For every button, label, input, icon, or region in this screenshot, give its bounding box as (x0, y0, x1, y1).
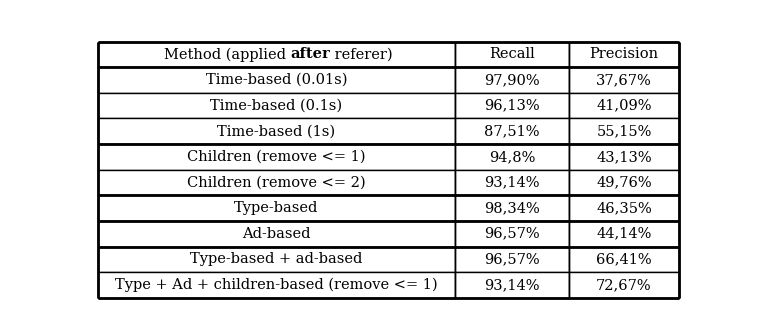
Bar (456, 144, 568, 170)
Bar (98, 42, 456, 67)
Bar (456, 247, 568, 272)
Bar (568, 144, 679, 170)
Text: Children (remove <= 1): Children (remove <= 1) (187, 150, 366, 164)
Text: Time-based (0.1s): Time-based (0.1s) (211, 99, 343, 113)
Bar (456, 93, 568, 119)
Text: 49,76%: 49,76% (597, 175, 652, 190)
Text: Type + Ad + children-based (remove <= 1): Type + Ad + children-based (remove <= 1) (115, 278, 438, 292)
Bar (568, 195, 679, 221)
Text: Type-based + ad-based: Type-based + ad-based (190, 252, 363, 266)
Text: 37,67%: 37,67% (596, 73, 652, 87)
Bar (98, 170, 456, 195)
Text: 98,34%: 98,34% (484, 201, 540, 215)
Text: after: after (291, 47, 330, 61)
Bar (456, 42, 568, 67)
Text: Time-based (1s): Time-based (1s) (218, 124, 336, 138)
Bar (98, 119, 456, 144)
Bar (98, 272, 456, 298)
Text: 44,14%: 44,14% (597, 227, 652, 241)
Text: Method (applied: Method (applied (164, 47, 291, 61)
Bar (456, 119, 568, 144)
Text: 43,13%: 43,13% (597, 150, 652, 164)
Text: Precision: Precision (590, 47, 659, 61)
Bar (456, 195, 568, 221)
Bar (98, 93, 456, 119)
Text: 96,57%: 96,57% (484, 227, 540, 241)
Text: 41,09%: 41,09% (597, 99, 652, 113)
Bar (568, 247, 679, 272)
Text: 97,90%: 97,90% (484, 73, 540, 87)
Text: 66,41%: 66,41% (597, 252, 652, 266)
Text: referer): referer) (330, 47, 393, 61)
Bar (98, 221, 456, 247)
Text: 94,8%: 94,8% (489, 150, 535, 164)
Text: 93,14%: 93,14% (484, 175, 540, 190)
Text: 87,51%: 87,51% (484, 124, 540, 138)
Bar (98, 247, 456, 272)
Bar (568, 170, 679, 195)
Text: 46,35%: 46,35% (596, 201, 652, 215)
Bar (568, 119, 679, 144)
Text: Ad-based: Ad-based (243, 227, 311, 241)
Text: 93,14%: 93,14% (484, 278, 540, 292)
Text: Type-based: Type-based (234, 201, 318, 215)
Bar (98, 144, 456, 170)
Text: Time-based (0.01s): Time-based (0.01s) (205, 73, 347, 87)
Text: 96,13%: 96,13% (484, 99, 540, 113)
Bar (568, 93, 679, 119)
Text: 96,57%: 96,57% (484, 252, 540, 266)
Text: 55,15%: 55,15% (597, 124, 652, 138)
Bar (456, 170, 568, 195)
Text: Children (remove <= 2): Children (remove <= 2) (187, 175, 366, 190)
Text: Recall: Recall (489, 47, 535, 61)
Bar (568, 67, 679, 93)
Bar (568, 221, 679, 247)
Bar (456, 221, 568, 247)
Bar (568, 42, 679, 67)
Text: 72,67%: 72,67% (597, 278, 652, 292)
Bar (568, 272, 679, 298)
Bar (456, 67, 568, 93)
Bar (456, 272, 568, 298)
Bar (98, 195, 456, 221)
Bar (98, 67, 456, 93)
